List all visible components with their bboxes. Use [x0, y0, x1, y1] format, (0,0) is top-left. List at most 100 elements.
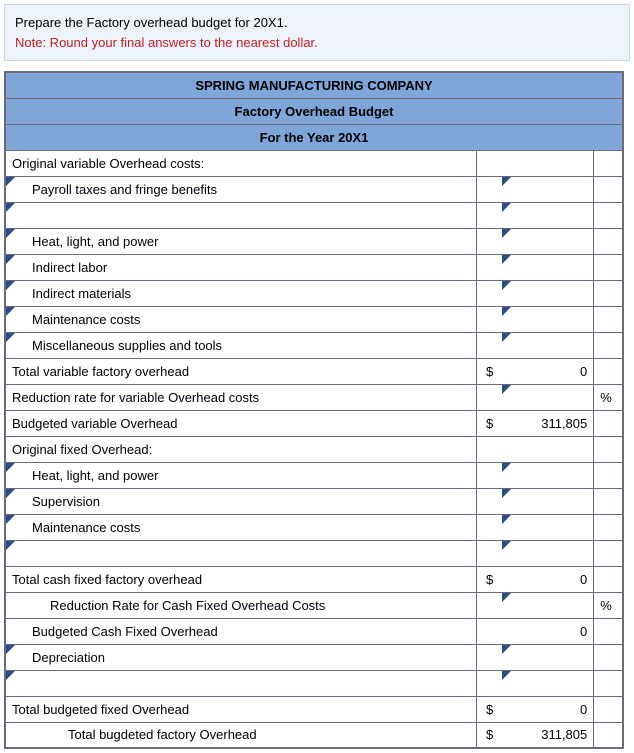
value-cell[interactable]: [502, 306, 594, 332]
row-label: Budgeted variable Overhead: [5, 410, 477, 436]
row-label[interactable]: Miscellaneous supplies and tools: [5, 332, 477, 358]
table-row: Total bugdeted factory Overhead $ 311,80…: [5, 722, 623, 748]
table-row: Budgeted Cash Fixed Overhead 0: [5, 618, 623, 644]
header-company: SPRING MANUFACTURING COMPANY: [5, 72, 623, 98]
row-label[interactable]: Supervision: [5, 488, 477, 514]
value-input[interactable]: [508, 494, 587, 509]
value-cell[interactable]: [502, 384, 594, 410]
table-row: Indirect materials: [5, 280, 623, 306]
dropdown-icon: [6, 671, 15, 680]
value-cell[interactable]: [502, 462, 594, 488]
value-cell[interactable]: [502, 280, 594, 306]
value-cell[interactable]: [502, 176, 594, 202]
table-row: Depreciation: [5, 644, 623, 670]
value-cell[interactable]: [502, 592, 594, 618]
row-label[interactable]: [5, 540, 477, 566]
pct-cell: [594, 150, 623, 176]
table-row: [5, 540, 623, 566]
table-row: Heat, light, and power: [5, 462, 623, 488]
value-cell[interactable]: [502, 514, 594, 540]
dropdown-icon: [502, 515, 511, 524]
currency-cell: $: [477, 696, 502, 722]
row-label[interactable]: [5, 202, 477, 228]
value-input[interactable]: [508, 312, 587, 327]
row-label: Total budgeted fixed Overhead: [5, 696, 477, 722]
row-label: Reduction rate for variable Overhead cos…: [5, 384, 477, 410]
value-input[interactable]: [508, 468, 587, 483]
value-cell: [502, 150, 594, 176]
value-cell[interactable]: [502, 332, 594, 358]
value-cell[interactable]: [502, 202, 594, 228]
dropdown-icon: [6, 541, 15, 550]
value-cell[interactable]: [502, 254, 594, 280]
value-cell[interactable]: [502, 670, 594, 696]
value-cell[interactable]: [502, 644, 594, 670]
value-cell[interactable]: [502, 228, 594, 254]
dropdown-icon: [6, 255, 15, 264]
table-row: Payroll taxes and fringe benefits: [5, 176, 623, 202]
budget-table: SPRING MANUFACTURING COMPANY Factory Ove…: [4, 71, 624, 749]
dropdown-icon: [502, 307, 511, 316]
table-row: Reduction Rate for Cash Fixed Overhead C…: [5, 592, 623, 618]
dropdown-icon: [502, 281, 511, 290]
table-row: Original fixed Overhead:: [5, 436, 623, 462]
table-row: Maintenance costs: [5, 306, 623, 332]
value-input[interactable]: [508, 208, 587, 223]
dropdown-icon: [6, 177, 15, 186]
pct-cell: %: [594, 592, 623, 618]
table-row: Original variable Overhead costs:: [5, 150, 623, 176]
row-label[interactable]: Maintenance costs: [5, 306, 477, 332]
value-cell[interactable]: [502, 540, 594, 566]
value-cell: 311,805: [502, 410, 594, 436]
row-label[interactable]: Indirect labor: [5, 254, 477, 280]
value-input[interactable]: [508, 182, 587, 197]
row-label[interactable]: [5, 670, 477, 696]
value-input[interactable]: [508, 260, 587, 275]
dropdown-icon: [6, 463, 15, 472]
table-row: Miscellaneous supplies and tools: [5, 332, 623, 358]
dropdown-icon: [502, 333, 511, 342]
pct-cell: %: [594, 384, 623, 410]
dropdown-icon: [502, 385, 511, 394]
dropdown-icon: [6, 229, 15, 238]
dropdown-icon: [6, 203, 15, 212]
dropdown-icon: [6, 307, 15, 316]
currency-cell: [477, 150, 502, 176]
value-input[interactable]: [508, 520, 587, 535]
row-label[interactable]: Maintenance costs: [5, 514, 477, 540]
dropdown-icon: [6, 281, 15, 290]
dropdown-icon: [502, 463, 511, 472]
dropdown-icon: [6, 515, 15, 524]
table-row: Supervision: [5, 488, 623, 514]
row-label[interactable]: Indirect materials: [5, 280, 477, 306]
row-label[interactable]: Depreciation: [5, 644, 477, 670]
row-label[interactable]: Heat, light, and power: [5, 462, 477, 488]
dropdown-icon: [6, 489, 15, 498]
value-input[interactable]: [508, 546, 587, 561]
header-title: Factory Overhead Budget: [5, 98, 623, 124]
table-row: Total variable factory overhead $ 0: [5, 358, 623, 384]
value-cell: 0: [502, 358, 594, 384]
dropdown-icon: [502, 593, 511, 602]
table-row: [5, 202, 623, 228]
instruction-note: Note: Round your final answers to the ne…: [15, 35, 318, 50]
value-input[interactable]: [508, 676, 587, 691]
value-input[interactable]: [508, 650, 587, 665]
value-input[interactable]: [508, 286, 587, 301]
value-cell: 0: [502, 618, 594, 644]
value-input[interactable]: [508, 338, 587, 353]
value-cell[interactable]: [502, 488, 594, 514]
value-input[interactable]: [508, 234, 587, 249]
row-label: Total variable factory overhead: [5, 358, 477, 384]
table-row: Total budgeted fixed Overhead $ 0: [5, 696, 623, 722]
currency-cell: $: [477, 410, 502, 436]
row-label[interactable]: Payroll taxes and fringe benefits: [5, 176, 477, 202]
value-input[interactable]: [508, 598, 587, 613]
row-label[interactable]: Heat, light, and power: [5, 228, 477, 254]
row-label: Reduction Rate for Cash Fixed Overhead C…: [5, 592, 477, 618]
table-row: [5, 670, 623, 696]
value-cell: 311,805: [502, 722, 594, 748]
value-input[interactable]: [508, 390, 587, 405]
table-row: Total cash fixed factory overhead $ 0: [5, 566, 623, 592]
currency-cell: $: [477, 566, 502, 592]
